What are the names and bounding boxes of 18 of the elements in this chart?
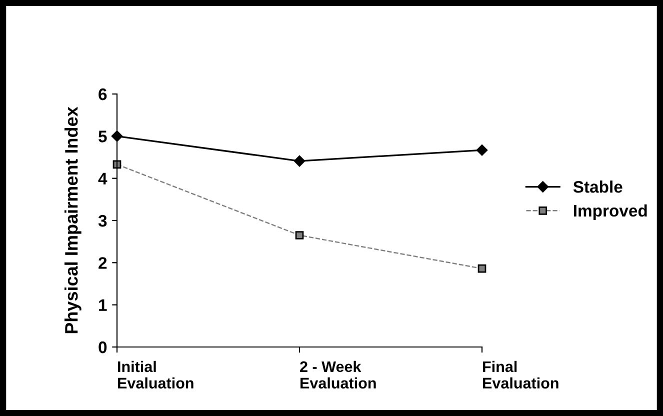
y-tick-label: 3: [98, 214, 107, 227]
y-tick-label: 1: [99, 299, 107, 311]
y-tick-label: 0: [98, 341, 107, 354]
point: [478, 264, 486, 273]
legend-label: Improved: [574, 204, 647, 220]
x-tick-label: Final Evaluation: [483, 360, 558, 389]
y-axis-title: Physical Impairment Index: [64, 106, 82, 334]
point: [111, 130, 123, 142]
point: [476, 144, 488, 156]
y-tick-label: 2: [98, 257, 107, 269]
y-tick-label: 6: [98, 88, 107, 100]
point: [295, 231, 304, 240]
point: [294, 155, 306, 167]
y-tick-label: 5: [98, 130, 107, 142]
x-tick-label: 2 - Week Evaluation: [300, 360, 376, 389]
legend-label: Stable: [573, 180, 622, 193]
y-tick-label: 4: [98, 172, 108, 184]
x-tick-label: Initial Evaluation: [118, 360, 194, 389]
